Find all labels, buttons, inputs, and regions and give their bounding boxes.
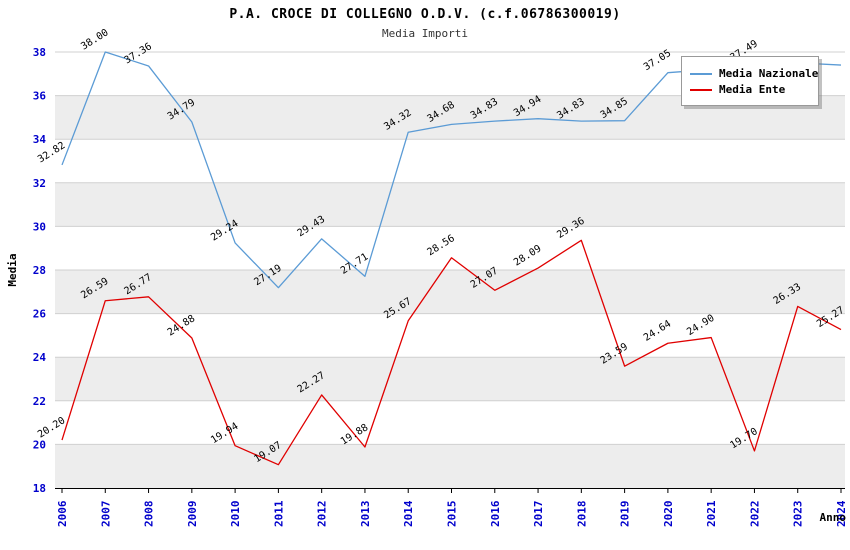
chart-title: P.A. CROCE DI COLLEGNO O.D.V. (c.f.06786… bbox=[229, 7, 621, 22]
legend-line-sample-ente bbox=[690, 88, 712, 91]
x-tick-label-2023: 2023 bbox=[792, 501, 805, 528]
svg-text:28: 28 bbox=[33, 264, 46, 277]
x-tick-label-2012: 2012 bbox=[316, 501, 329, 528]
x-tick-label-2010: 2010 bbox=[229, 501, 242, 528]
x-tick-label-2018: 2018 bbox=[575, 501, 588, 528]
x-tick-label-2007: 2007 bbox=[99, 501, 112, 528]
series-line-1 bbox=[61, 239, 842, 466]
x-tick-label-2024: 2024 bbox=[835, 500, 848, 527]
y-axis-title: Media bbox=[6, 253, 19, 286]
x-tick-label-2022: 2022 bbox=[748, 501, 761, 528]
x-tick-label-2019: 2019 bbox=[619, 501, 632, 528]
svg-text:32: 32 bbox=[33, 177, 46, 190]
svg-text:38: 38 bbox=[33, 46, 46, 59]
x-tick-label-2009: 2009 bbox=[186, 501, 199, 528]
x-tick-label-2013: 2013 bbox=[359, 501, 372, 528]
x-axis: 2006 2007 2008 2009 2010 2011 2012 2013 2014 2015… bbox=[55, 488, 848, 527]
legend-label-ente: Media Ente bbox=[719, 83, 786, 96]
chart-subtitle: Media Importi bbox=[381, 27, 469, 40]
svg-text:36: 36 bbox=[33, 90, 47, 103]
svg-text:18: 18 bbox=[33, 482, 46, 495]
svg-text:26: 26 bbox=[33, 308, 47, 321]
axis-titles: Media Anno bbox=[6, 253, 846, 524]
svg-text:20: 20 bbox=[33, 438, 46, 451]
x-tick-label-2021: 2021 bbox=[705, 500, 718, 527]
x-tick-label-2006: 2006 bbox=[56, 500, 69, 527]
legend-item-media-ente: Media Ente bbox=[690, 83, 810, 96]
legend-line-sample-nazionale bbox=[690, 72, 712, 75]
y-axis-labels: 18 20 22 24 26 28 30 32 34 36 38 bbox=[33, 46, 47, 495]
legend-label-nazionale: Media Nazionale bbox=[719, 67, 819, 80]
x-tick-label-2015: 2015 bbox=[446, 501, 459, 528]
x-tick-label-2020: 2020 bbox=[662, 501, 675, 528]
svg-text:30: 30 bbox=[33, 220, 46, 233]
x-tick-label-2016: 2016 bbox=[489, 500, 502, 527]
svg-text:34: 34 bbox=[33, 133, 47, 146]
x-tick-label-2017: 2017 bbox=[532, 501, 545, 528]
x-tick-label-2008: 2008 bbox=[143, 501, 156, 528]
x-tick-label-2011: 2011 bbox=[272, 500, 285, 527]
legend: Media Nazionale Media Ente bbox=[681, 56, 819, 106]
legend-item-media-nazionale: Media Nazionale bbox=[690, 67, 818, 80]
svg-text:24: 24 bbox=[33, 351, 47, 364]
svg-text:22: 22 bbox=[33, 395, 46, 408]
x-axis-title: Anno bbox=[820, 511, 847, 524]
x-tick-label-2014: 2014 bbox=[402, 500, 415, 527]
